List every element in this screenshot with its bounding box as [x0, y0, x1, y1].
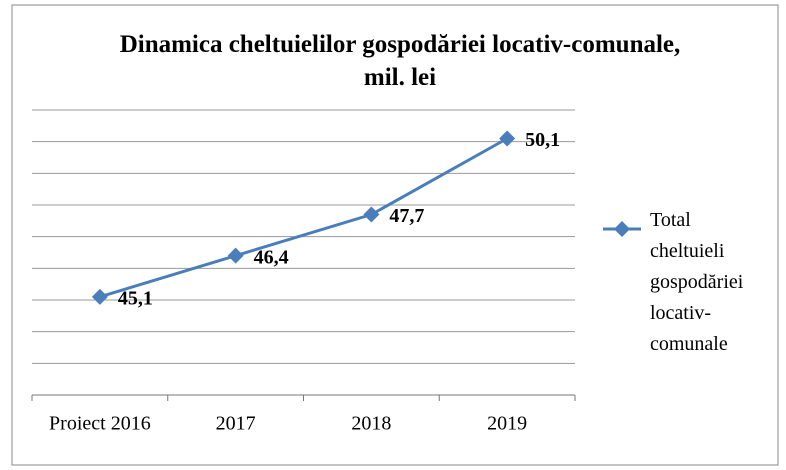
- legend-marker: [614, 221, 630, 237]
- point-marker: [227, 247, 244, 264]
- point-marker: [499, 130, 516, 147]
- x-tick-label: 2017: [216, 413, 256, 435]
- series-line: [99, 137, 508, 299]
- point-marker: [363, 206, 380, 223]
- data-label: 50,1: [525, 129, 560, 151]
- chart-border: [11, 4, 779, 466]
- legend-label: Total cheltuieli gospodăriei locativ-com…: [650, 209, 744, 355]
- data-label: 46,4: [254, 246, 289, 268]
- x-tick-label: Proiect 2016: [49, 413, 151, 435]
- x-tick-label: 2019: [487, 413, 527, 435]
- x-tick-label: 2018: [351, 413, 391, 435]
- data-label: 47,7: [389, 205, 424, 227]
- chart-title: Dinamica cheltuielilor gospodăriei locat…: [119, 31, 681, 91]
- data-label: 45,1: [118, 287, 153, 309]
- point-marker: [91, 288, 108, 305]
